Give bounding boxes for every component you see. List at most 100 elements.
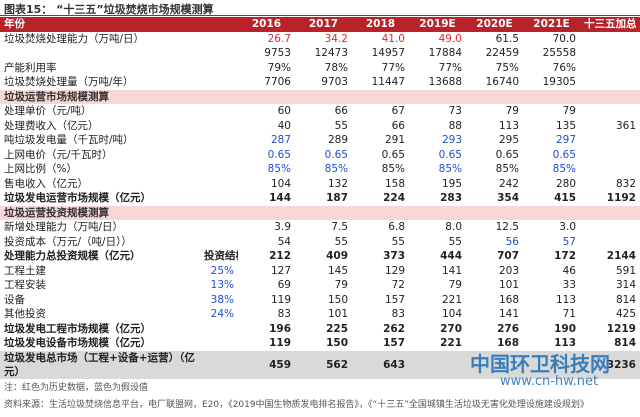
table-cell: 276 [497, 322, 519, 335]
table-cell: 643 [352, 350, 409, 379]
table-row: 处理能力总投资规模（亿元） 投资结构 212 409 373 444 707 172 2144 [0, 249, 640, 264]
table-cell: 79 [334, 279, 348, 292]
table-cell: 212 [269, 250, 291, 263]
header-cell: 2018 [352, 17, 409, 32]
table-cell: 242 [498, 177, 519, 190]
table-cell: 54 [277, 235, 291, 248]
table-row: 9753 12473 14957 17884 22459 25558 [0, 46, 640, 61]
row-label: 垃圾焚烧处理能力（万吨/日） [4, 32, 145, 45]
table-cell [200, 220, 238, 235]
table-row: 上网比例（%） 85% 85% 85% 85% 85% 85% [0, 162, 640, 177]
table-cell: 12.5 [495, 221, 519, 234]
table-cell [580, 104, 640, 119]
table-cell [200, 148, 238, 163]
table-cell: 55 [334, 119, 348, 132]
table-cell: 85% [438, 163, 462, 176]
table-cell: 22459 [485, 47, 519, 60]
watermark: 中国环卫科技网 [470, 352, 610, 376]
row-label: 吨垃圾发电量（千瓦时/吨） [4, 134, 134, 147]
table-cell: 361 [615, 119, 636, 132]
table-cell: 69 [277, 279, 291, 292]
table-cell [580, 46, 640, 61]
row-label: 产能利用率 [4, 61, 57, 74]
table-cell: 46 [562, 264, 576, 277]
table-cell: 203 [498, 264, 519, 277]
table-cell [580, 162, 640, 177]
header-cell: 2019E [409, 17, 466, 32]
table-row: 垃圾焚烧处理能力（万吨/日） 26.7 34.2 41.0 49.0 61.5 70.0 [0, 32, 640, 47]
table-cell: 150 [326, 337, 348, 350]
header-cell: 2017 [295, 17, 352, 32]
table-cell [580, 75, 640, 90]
table-cell: 707 [497, 250, 519, 263]
table-cell: 66 [334, 105, 348, 118]
table-cell: 投资结构 [204, 250, 238, 263]
header-cell: 年份 [0, 17, 200, 32]
section-row: 垃圾运营市场规模测算 [0, 89, 640, 104]
table-cell [580, 148, 640, 163]
table-cell: 287 [270, 134, 291, 147]
table-row: 垃圾发电设备市场规模（亿元） 119 150 157 221 168 113 814 [0, 336, 640, 351]
table-cell [200, 191, 238, 206]
table-cell: 71 [562, 308, 576, 321]
table-cell: 145 [327, 264, 348, 277]
table-cell: 9703 [321, 76, 348, 89]
table-cell: 33 [562, 279, 576, 292]
source: 资料来源：生活垃圾焚烧信息平台，电厂联盟网，E20，《2019中国生物质发电排名… [4, 400, 589, 410]
table-cell [523, 350, 580, 379]
table-row: 上网电价（元/千瓦时） 0.65 0.65 0.65 0.65 0.65 0.65 [0, 148, 640, 163]
table-cell: 79 [562, 105, 576, 118]
table-cell: 70.0 [552, 32, 576, 45]
table-row: 处理费收入（亿元） 40 55 66 88 113 135 361 [0, 119, 640, 134]
table-cell: 25558 [542, 47, 576, 60]
row-label: 上网比例（%） [4, 163, 77, 176]
table-cell: 425 [615, 308, 636, 321]
table-row: 设备 38% 119 150 157 221 168 113 814 [0, 293, 640, 308]
table-cell: 13688 [428, 76, 462, 89]
table-cell: 66 [391, 119, 405, 132]
table-cell [200, 162, 238, 177]
table-cell: 0.65 [324, 148, 348, 161]
table-cell: 291 [384, 134, 405, 147]
table-cell: 78% [324, 61, 348, 74]
table-cell: 141 [441, 264, 462, 277]
row-label: 其他投资 [4, 308, 46, 321]
table-cell: 3.9 [274, 221, 291, 234]
table-row: 售电收入（亿元） 104 132 158 195 242 280 832 [0, 177, 640, 192]
table-cell: 280 [555, 177, 576, 190]
table-cell: 101 [327, 308, 348, 321]
table-cell: 262 [383, 322, 405, 335]
row-label: 售电收入（亿元） [4, 177, 88, 190]
table-cell [580, 220, 640, 235]
row-label: 投资成本（万元/（吨/日）） [4, 235, 132, 248]
table-row: 垃圾发电运营市场规模（亿元） 144 187 224 283 354 415 1192 [0, 191, 640, 206]
row-label: 设备 [4, 293, 25, 306]
header-cell: 2020E [466, 17, 523, 32]
table-cell: 283 [440, 192, 462, 205]
row-label: 垃圾焚烧处理量（万吨/年） [4, 76, 134, 89]
table-cell: 221 [441, 293, 462, 306]
row-label [0, 46, 200, 61]
table-cell: 85% [495, 163, 519, 176]
row-label: 处理单价（元/吨） [4, 105, 92, 118]
table-cell: 113 [498, 119, 519, 132]
table-cell: 814 [614, 337, 636, 350]
table-cell: 190 [554, 322, 576, 335]
table-cell: 0.65 [495, 148, 519, 161]
table-cell: 591 [615, 264, 636, 277]
table-cell: 354 [497, 192, 519, 205]
table-cell: 187 [326, 192, 348, 205]
table-cell: 127 [270, 264, 291, 277]
table-cell: 158 [384, 177, 405, 190]
table-cell: 157 [384, 293, 405, 306]
table-cell: 157 [383, 337, 405, 350]
table-cell: 8.0 [445, 221, 462, 234]
table-cell: 195 [441, 177, 462, 190]
table-cell: 83 [277, 308, 291, 321]
table-cell: 415 [554, 192, 576, 205]
table-cell [580, 133, 640, 148]
table-row: 垃圾发电工程市场规模（亿元） 196 225 262 270 276 190 1219 [0, 322, 640, 337]
table-cell: 88 [448, 119, 462, 132]
table-cell: 7706 [264, 76, 291, 89]
title-rule [0, 15, 640, 16]
